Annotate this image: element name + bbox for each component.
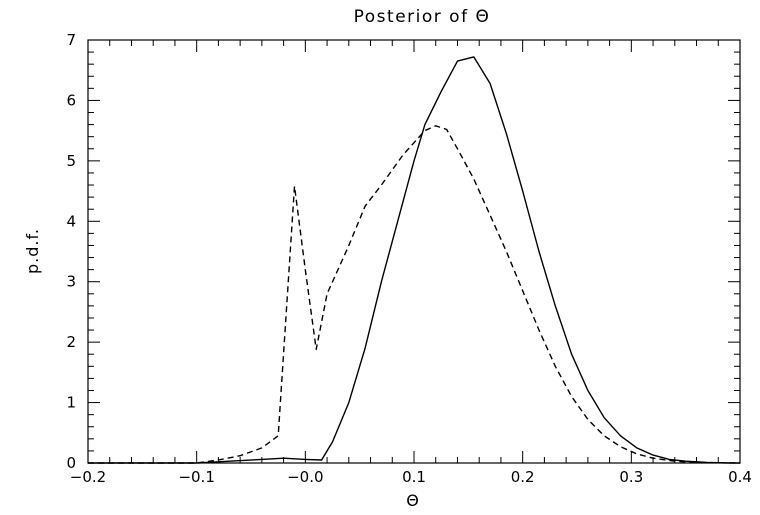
- x-tick-label: 0.2: [511, 468, 535, 486]
- y-tick-label: 6: [66, 91, 76, 109]
- series-line-dashed: [88, 125, 741, 464]
- y-tick-label: 7: [66, 31, 76, 49]
- y-axis-label: p.d.f.: [23, 228, 42, 274]
- y-tick-label: 1: [66, 394, 76, 412]
- series-group: [88, 56, 741, 464]
- plot-frame: [87, 39, 741, 464]
- x-tick-label: −0.2: [70, 468, 106, 486]
- x-tick-label: 0.3: [619, 468, 643, 486]
- x-tick-label: −0.0: [287, 468, 323, 486]
- chart-title: Posterior of Θ: [354, 7, 491, 27]
- x-tick-label: 0.1: [402, 468, 426, 486]
- y-tick-label: 2: [66, 333, 76, 351]
- y-tick-label: 0: [66, 454, 76, 472]
- y-tick-label: 4: [66, 212, 76, 230]
- x-axis-label: Θ: [406, 491, 420, 510]
- series-line-solid: [88, 56, 740, 464]
- x-tick-label: −0.1: [178, 468, 214, 486]
- axes-group: −0.2 −0.1 −0.0 0.1 0.2 0.3 0.4 0 1 2 3 4 5 6 7: [66, 31, 751, 486]
- y-tick-label: 3: [66, 273, 76, 291]
- x-tick-label: 0.4: [728, 468, 752, 486]
- y-tick-label: 5: [66, 152, 76, 170]
